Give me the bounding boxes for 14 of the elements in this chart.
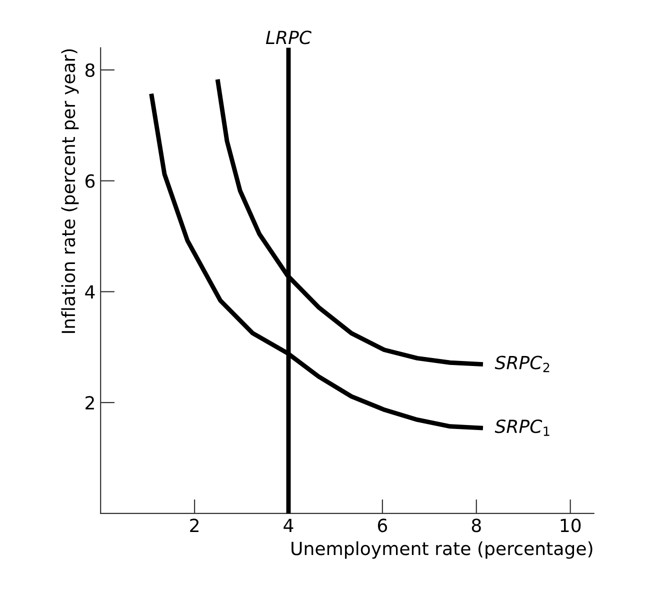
x-tick-label: 4 bbox=[284, 518, 294, 532]
x-tick-label: 6 bbox=[378, 518, 388, 532]
ref-line-label: LRPC bbox=[266, 30, 312, 44]
y-axis-title: Inflation rate (percent per year) bbox=[61, 49, 79, 333]
x-tick-label: 10 bbox=[560, 518, 581, 532]
series-label: SRPC$_{2}$ bbox=[494, 356, 550, 372]
series-label: SRPC$_{1}$ bbox=[494, 419, 550, 436]
x-tick-label: 8 bbox=[472, 518, 481, 532]
y-tick-label: 8 bbox=[85, 63, 94, 78]
x-axis-title: Unemployment rate (percentage) bbox=[292, 541, 592, 559]
y-tick-label: 2 bbox=[86, 396, 94, 410]
y-tick-label: 6 bbox=[86, 174, 95, 188]
x-tick-label: 2 bbox=[190, 518, 198, 532]
y-tick-label: 4 bbox=[85, 285, 95, 299]
